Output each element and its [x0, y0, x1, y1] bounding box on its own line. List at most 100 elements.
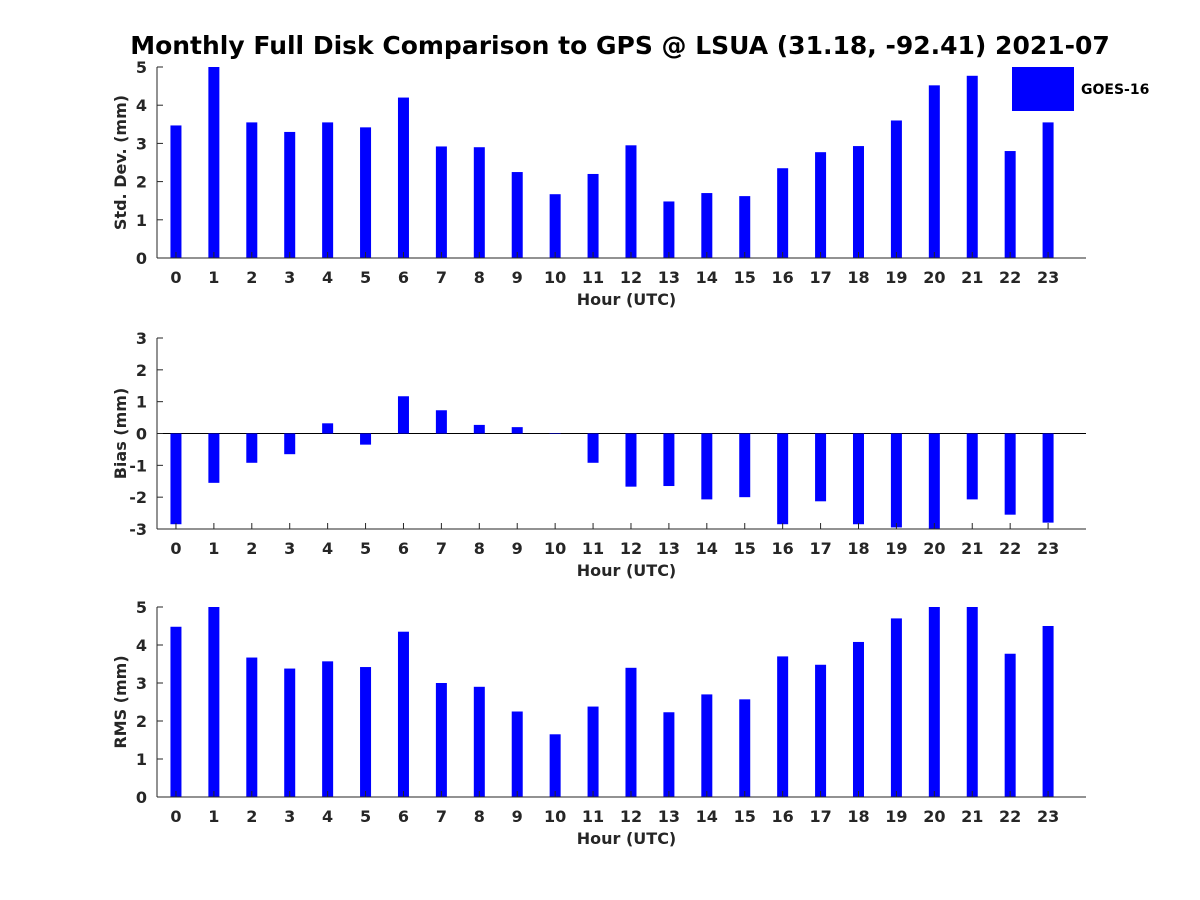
- y-tick-label: 4: [136, 636, 147, 655]
- x-tick-label: 11: [582, 807, 604, 826]
- bar-2: [246, 433, 258, 463]
- bar-10: [549, 734, 561, 797]
- x-axis-label: Hour (UTC): [577, 829, 677, 848]
- x-tick-label: 18: [847, 539, 869, 558]
- x-tick-label: 14: [696, 539, 718, 558]
- bar-19: [890, 120, 902, 258]
- bar-23: [1042, 122, 1054, 258]
- legend-swatch: [1012, 67, 1074, 111]
- x-tick-label: 9: [512, 539, 523, 558]
- x-tick-label: 2: [246, 807, 257, 826]
- bar-17: [815, 433, 827, 502]
- x-tick-label: 5: [360, 268, 371, 287]
- x-tick-label: 23: [1037, 807, 1059, 826]
- y-tick-label: -1: [129, 456, 147, 475]
- bar-16: [777, 168, 789, 258]
- x-tick-label: 2: [246, 268, 257, 287]
- y-tick-label: 3: [136, 674, 147, 693]
- x-tick-label: 3: [284, 268, 295, 287]
- bar-10: [549, 194, 561, 258]
- bar-3: [284, 433, 296, 455]
- bar-2: [246, 122, 258, 258]
- x-tick-label: 18: [847, 268, 869, 287]
- x-tick-label: 0: [170, 539, 181, 558]
- x-tick-label: 1: [208, 268, 219, 287]
- bar-23: [1042, 433, 1054, 523]
- x-tick-label: 17: [809, 539, 831, 558]
- x-tick-label: 8: [474, 268, 485, 287]
- bar-20: [928, 433, 940, 529]
- x-tick-label: 21: [961, 268, 983, 287]
- x-tick-label: 2: [246, 539, 257, 558]
- x-tick-label: 10: [544, 539, 566, 558]
- bar-14: [701, 193, 713, 258]
- x-tick-label: 4: [322, 268, 333, 287]
- bar-4: [322, 423, 334, 434]
- bar-17: [815, 664, 827, 797]
- x-tick-label: 9: [512, 807, 523, 826]
- x-tick-label: 22: [999, 807, 1021, 826]
- bar-12: [625, 667, 637, 797]
- bar-21: [966, 433, 978, 500]
- bar-16: [777, 433, 789, 525]
- x-tick-label: 17: [809, 268, 831, 287]
- x-tick-label: 14: [696, 268, 718, 287]
- x-tick-label: 23: [1037, 268, 1059, 287]
- bar-9: [511, 172, 523, 258]
- x-tick-label: 12: [620, 268, 642, 287]
- x-tick-label: 18: [847, 807, 869, 826]
- x-tick-label: 3: [284, 807, 295, 826]
- x-tick-label: 6: [398, 807, 409, 826]
- bar-0: [170, 433, 182, 525]
- x-tick-label: 10: [544, 268, 566, 287]
- bar-22: [1004, 433, 1016, 515]
- x-tick-label: 16: [772, 807, 794, 826]
- x-tick-label: 19: [885, 539, 907, 558]
- bar-22: [1004, 151, 1016, 258]
- x-tick-label: 17: [809, 807, 831, 826]
- bar-15: [739, 699, 751, 797]
- y-tick-label: -2: [129, 488, 147, 507]
- bar-4: [322, 661, 334, 797]
- y-tick-label: 2: [136, 173, 147, 192]
- x-tick-label: 15: [734, 807, 756, 826]
- legend-label: GOES-16: [1081, 82, 1149, 98]
- bar-19: [890, 618, 902, 797]
- bar-14: [701, 694, 713, 797]
- bar-4: [322, 122, 334, 258]
- bar-8: [473, 424, 485, 434]
- bar-11: [587, 433, 599, 463]
- x-tick-label: 19: [885, 268, 907, 287]
- x-tick-label: 3: [284, 539, 295, 558]
- bar-5: [360, 433, 372, 445]
- bar-20: [928, 607, 940, 797]
- bar-21: [966, 75, 978, 258]
- bar-2: [246, 657, 258, 797]
- bar-6: [397, 97, 409, 258]
- x-tick-label: 7: [436, 807, 447, 826]
- x-tick-label: 20: [923, 539, 945, 558]
- bar-7: [435, 683, 447, 797]
- x-tick-label: 21: [961, 807, 983, 826]
- x-tick-label: 0: [170, 807, 181, 826]
- x-tick-label: 10: [544, 807, 566, 826]
- x-tick-label: 15: [734, 539, 756, 558]
- bar-13: [663, 201, 675, 258]
- y-tick-label: 3: [136, 329, 147, 348]
- bar-6: [397, 631, 409, 797]
- x-tick-label: 13: [658, 268, 680, 287]
- y-tick-label: 5: [136, 598, 147, 617]
- x-tick-label: 21: [961, 539, 983, 558]
- bar-15: [739, 433, 751, 498]
- bar-7: [435, 146, 447, 258]
- x-tick-label: 5: [360, 807, 371, 826]
- y-tick-label: 2: [136, 712, 147, 731]
- bar-5: [360, 127, 372, 258]
- bar-18: [852, 433, 864, 525]
- bar-22: [1004, 653, 1016, 797]
- x-tick-label: 1: [208, 539, 219, 558]
- x-tick-label: 6: [398, 268, 409, 287]
